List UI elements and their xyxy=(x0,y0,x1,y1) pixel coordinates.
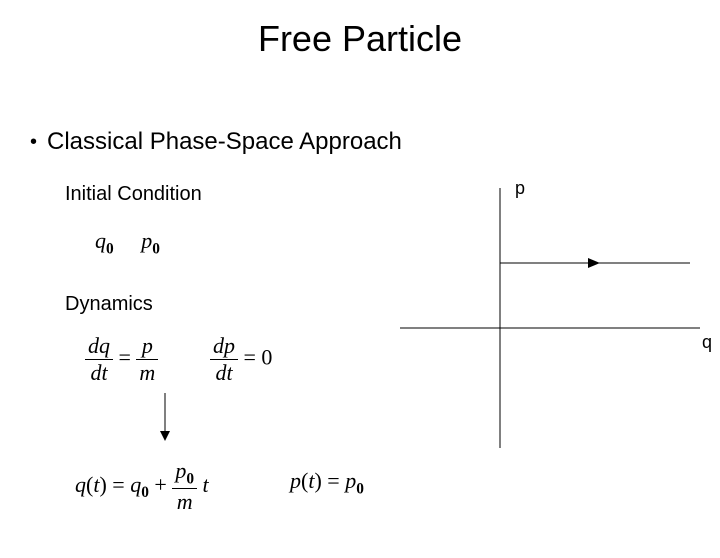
bullet-text: Classical Phase-Space Approach xyxy=(47,128,402,155)
bullet-main: • Classical Phase-Space Approach xyxy=(30,128,402,156)
label-dynamics: Dynamics xyxy=(65,293,153,316)
phase-space-diagram xyxy=(400,178,710,458)
p-axis-label: p xyxy=(515,178,525,199)
page-title: Free Particle xyxy=(0,18,720,60)
eq-dqdt: dq dt = p m xyxy=(85,333,158,386)
eq-qt: q(t) = q0 + p0 m t xyxy=(75,458,209,515)
eq-dpdt: dp dt = 0 xyxy=(210,333,272,386)
q-axis-label: q xyxy=(702,332,712,353)
eq-initial-condition: q0 p0 xyxy=(95,228,160,258)
bullet-dot: • xyxy=(30,131,37,154)
trajectory-arrowhead-icon xyxy=(588,258,600,268)
down-arrow-icon xyxy=(155,393,175,443)
label-initial-condition: Initial Condition xyxy=(65,183,202,206)
eq-pt: p(t) = p0 xyxy=(290,468,364,498)
